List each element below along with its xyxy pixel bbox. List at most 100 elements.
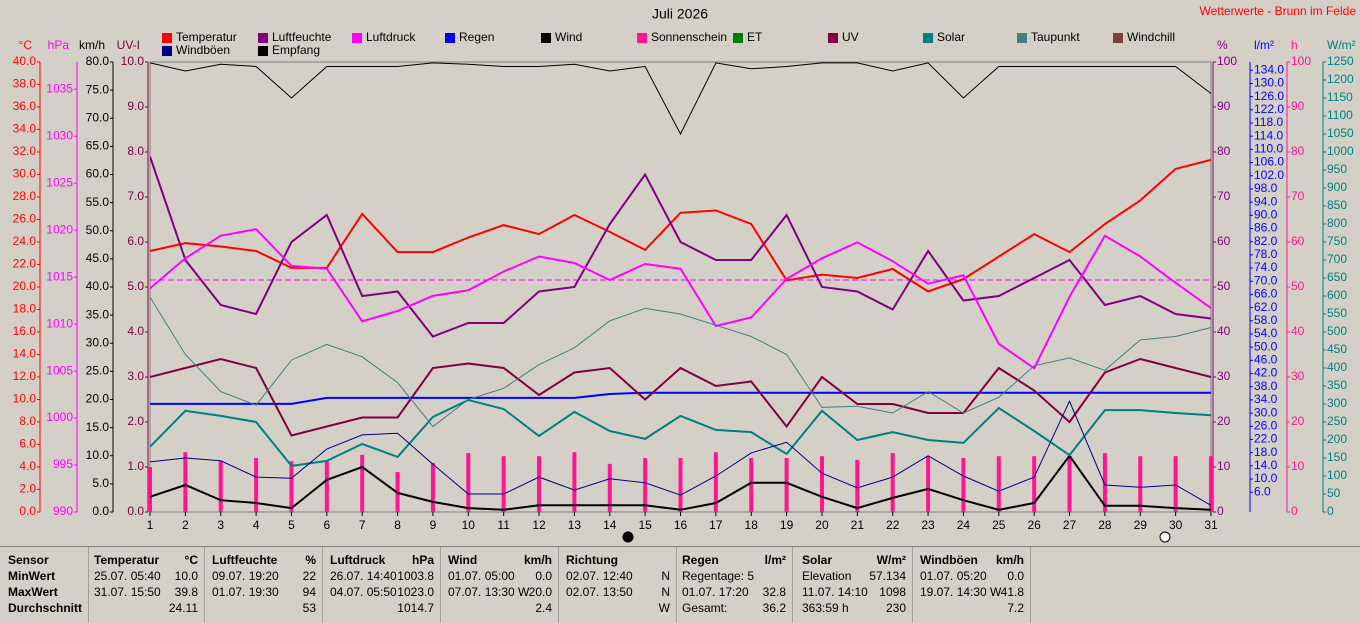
y-tick-label: 58.0 [1254,313,1278,327]
y-tick-label: 1000 [46,410,73,424]
stat-time: 26.07. 14:40 [330,569,397,583]
y-tick-label: 995 [53,457,73,471]
sunshine-bar [1138,456,1143,512]
y-tick-label: 50 [1327,486,1341,500]
y-tick-label: 70 [1217,189,1231,203]
y-tick-label: 990 [53,504,73,518]
axis-unit-label: km/h [79,38,105,52]
stats-table: Sensor MinWert MaxWert Durchschnitt Temperat… [0,546,1360,623]
y-tick-label: 14.0 [13,347,37,361]
stat-value: 20.0 [528,585,552,599]
legend-swatch [923,33,933,43]
legend-label: ET [747,30,763,44]
sunshine-bar [254,458,259,512]
row-label: Durchschnitt [8,601,83,615]
sensor-header: Sensor [8,553,49,567]
stat-time: 02.07. 12:40 [566,569,633,583]
y-tick-label: 9.0 [127,99,144,113]
series-line [150,296,1211,428]
x-tick-label: 2 [182,518,189,532]
new-moon-icon [622,531,634,543]
y-tick-label: 20 [1291,414,1305,428]
y-tick-label: 2.0 [19,482,36,496]
x-tick-label: 23 [921,518,935,532]
stat-value: 0.0 [535,569,552,583]
y-tick-label: 54.0 [1254,326,1278,340]
y-tick-label: 1025 [46,175,73,189]
y-tick-label: 10.0 [121,54,145,68]
stat-time: 11.07. 14:10 [802,585,868,599]
sunshine-bar [324,461,329,512]
legend-label: Wind [555,30,582,44]
y-tick-label: 25.0 [86,364,110,378]
legend-label: Regen [459,30,494,44]
x-tick-label: 10 [462,518,476,532]
y-tick-label: 4.0 [19,459,36,473]
y-tick-label: 18.0 [1254,445,1278,459]
y-tick-label: 350 [1327,378,1347,392]
stat-value: 2.4 [535,601,552,615]
y-tick-label: 10.0 [13,392,37,406]
section-name: Temperatur [94,553,160,567]
legend-swatch [828,33,838,43]
y-tick-label: 22.0 [13,257,37,271]
y-tick-label: 700 [1327,252,1347,266]
y-tick-label: 65.0 [86,139,110,153]
y-tick-label: 40 [1217,324,1231,338]
y-tick-label: 0 [1291,504,1298,518]
y-tick-label: 950 [1327,162,1347,176]
stat-value: N [661,569,670,583]
y-tick-label: 5.0 [127,279,144,293]
legend-label: Empfang [272,43,320,57]
y-tick-label: 6.0 [1254,484,1271,498]
y-tick-label: 200 [1327,432,1347,446]
chart: Juli 2026 Wetterwerte - Brunn im Felde °… [13,4,1356,543]
series-line [150,399,1211,506]
sunshine-bar [926,456,931,512]
legend-swatch [637,33,647,43]
sunshine-bar [537,456,542,512]
x-tick-label: 6 [323,518,330,532]
y-tick-label: 400 [1327,360,1347,374]
series-line [150,391,1211,405]
section-name: Regen [682,553,719,567]
y-tick-label: 7.0 [127,189,144,203]
y-tick-label: 30.0 [1254,405,1278,419]
stat-time: 01.07. 05:20 [920,569,987,583]
y-tick-label: 300 [1327,396,1347,410]
y-tick-label: 550 [1327,306,1347,320]
y-tick-label: 1005 [46,363,73,377]
y-tick-label: 82.0 [1254,234,1278,248]
y-tick-label: 30 [1217,369,1231,383]
x-tick-label: 7 [359,518,366,532]
y-tick-label: 40 [1291,324,1305,338]
y-tick-label: 1250 [1327,54,1354,68]
legend-swatch [1113,33,1123,43]
legend-swatch [1017,33,1027,43]
x-tick-label: 13 [568,518,582,532]
y-tick-label: 80 [1291,144,1305,158]
stat-value: 1098 [879,585,906,599]
stat-value: N [661,585,670,599]
y-tick-label: 600 [1327,288,1347,302]
y-tick-label: 50 [1291,279,1305,293]
y-tick-label: 2.0 [127,414,144,428]
y-tick-label: 40.0 [86,279,110,293]
section-name: Solar [802,553,833,567]
section-name: Richtung [566,553,618,567]
y-tick-label: 1030 [46,128,73,142]
x-tick-label: 30 [1169,518,1183,532]
series-line [150,398,1211,467]
x-tick-label: 8 [394,518,401,532]
y-tick-label: 75.0 [86,82,110,96]
axis-unit-label: hPa [48,38,70,52]
stat-value: 41.8 [1000,585,1024,599]
y-tick-label: 850 [1327,198,1347,212]
y-tick-label: 70.0 [86,110,110,124]
stat-time: 04.07. 05:50 [330,585,397,599]
axis-unit-label: °C [19,38,33,52]
stats-section: Windböen km/h 01.07. 05:20 0.0 19.07. 14:30 … [914,547,1031,623]
sunshine-bar [218,461,223,512]
y-tick-label: 134.0 [1254,62,1284,76]
y-tick-label: 1200 [1327,72,1354,86]
